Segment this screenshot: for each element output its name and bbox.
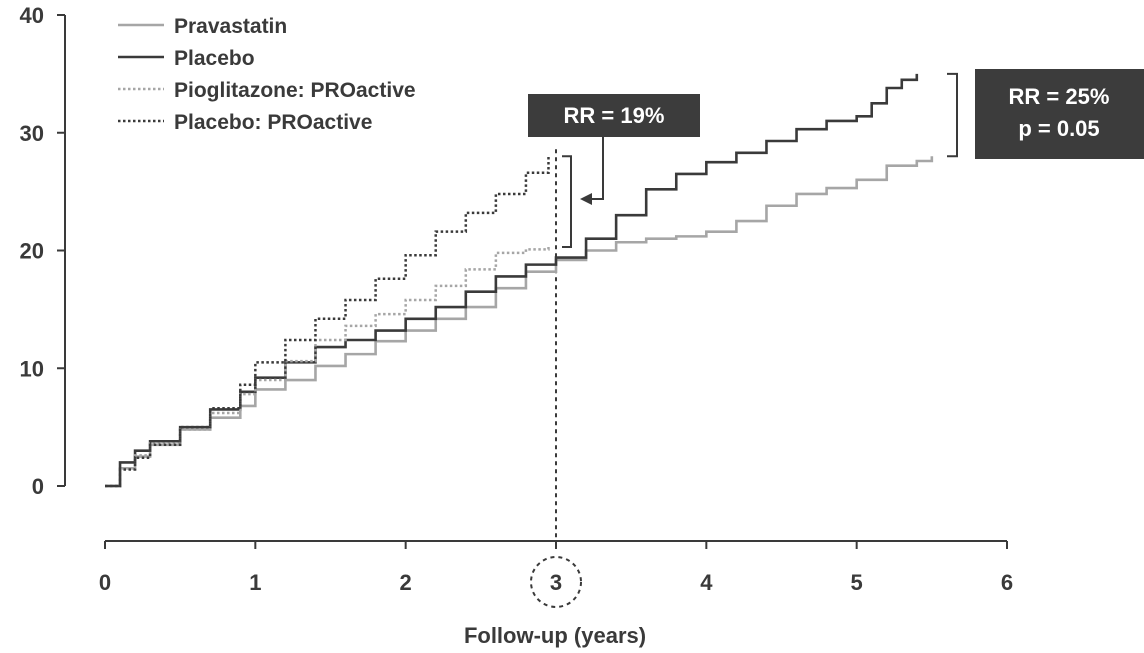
bracket-rr19 bbox=[562, 155, 572, 248]
annotation-box-rr19 bbox=[528, 94, 700, 137]
series-line-3 bbox=[105, 156, 550, 488]
series-layer bbox=[105, 73, 934, 488]
series-line-2 bbox=[105, 246, 550, 488]
arrowhead-rr19 bbox=[580, 193, 592, 205]
y-tick-label: 0 bbox=[32, 474, 44, 499]
arrow-rr19 bbox=[584, 137, 604, 200]
annotation-layer: RR = 19% RR = 25% p = 0.05 bbox=[528, 69, 1144, 248]
x-tick-label: 5 bbox=[851, 570, 863, 595]
annotation-text-rr25: RR = 25% bbox=[1009, 84, 1110, 109]
y-tick-label: 20 bbox=[20, 239, 44, 264]
legend: Pravastatin Placebo Pioglitazone: PROactiv… bbox=[118, 15, 416, 134]
annotation-text-p: p = 0.05 bbox=[1018, 116, 1099, 141]
annotation-box-rr25 bbox=[975, 69, 1144, 159]
x-tick-label: 4 bbox=[700, 570, 713, 595]
x-tick-label: 3 bbox=[550, 570, 562, 595]
y-tick-label: 30 bbox=[20, 121, 44, 146]
legend-label-3: Placebo: PROactive bbox=[174, 111, 372, 134]
y-tick-label: 10 bbox=[20, 356, 44, 381]
highlight-circle bbox=[530, 556, 582, 608]
series-line-1 bbox=[105, 73, 919, 488]
x-tick-label: 2 bbox=[400, 570, 412, 595]
x-tick-label: 1 bbox=[249, 570, 261, 595]
y-tick-label: 40 bbox=[20, 3, 44, 28]
annotation-text-rr19: RR = 19% bbox=[564, 103, 665, 128]
legend-label-0: Pravastatin bbox=[174, 15, 287, 38]
legend-label-1: Placebo bbox=[174, 47, 255, 70]
legend-label-2: Pioglitazone: PROactive bbox=[174, 79, 416, 102]
series-line-0 bbox=[105, 156, 934, 488]
axes: 0 10 20 30 40 0 1 2 3 4 5 6 bbox=[20, 3, 1013, 608]
x-tick-label: 6 bbox=[1001, 570, 1013, 595]
x-tick-label: 0 bbox=[99, 570, 111, 595]
x-axis-title: Follow-up (years) bbox=[464, 623, 646, 648]
bracket-rr25 bbox=[947, 72, 958, 158]
